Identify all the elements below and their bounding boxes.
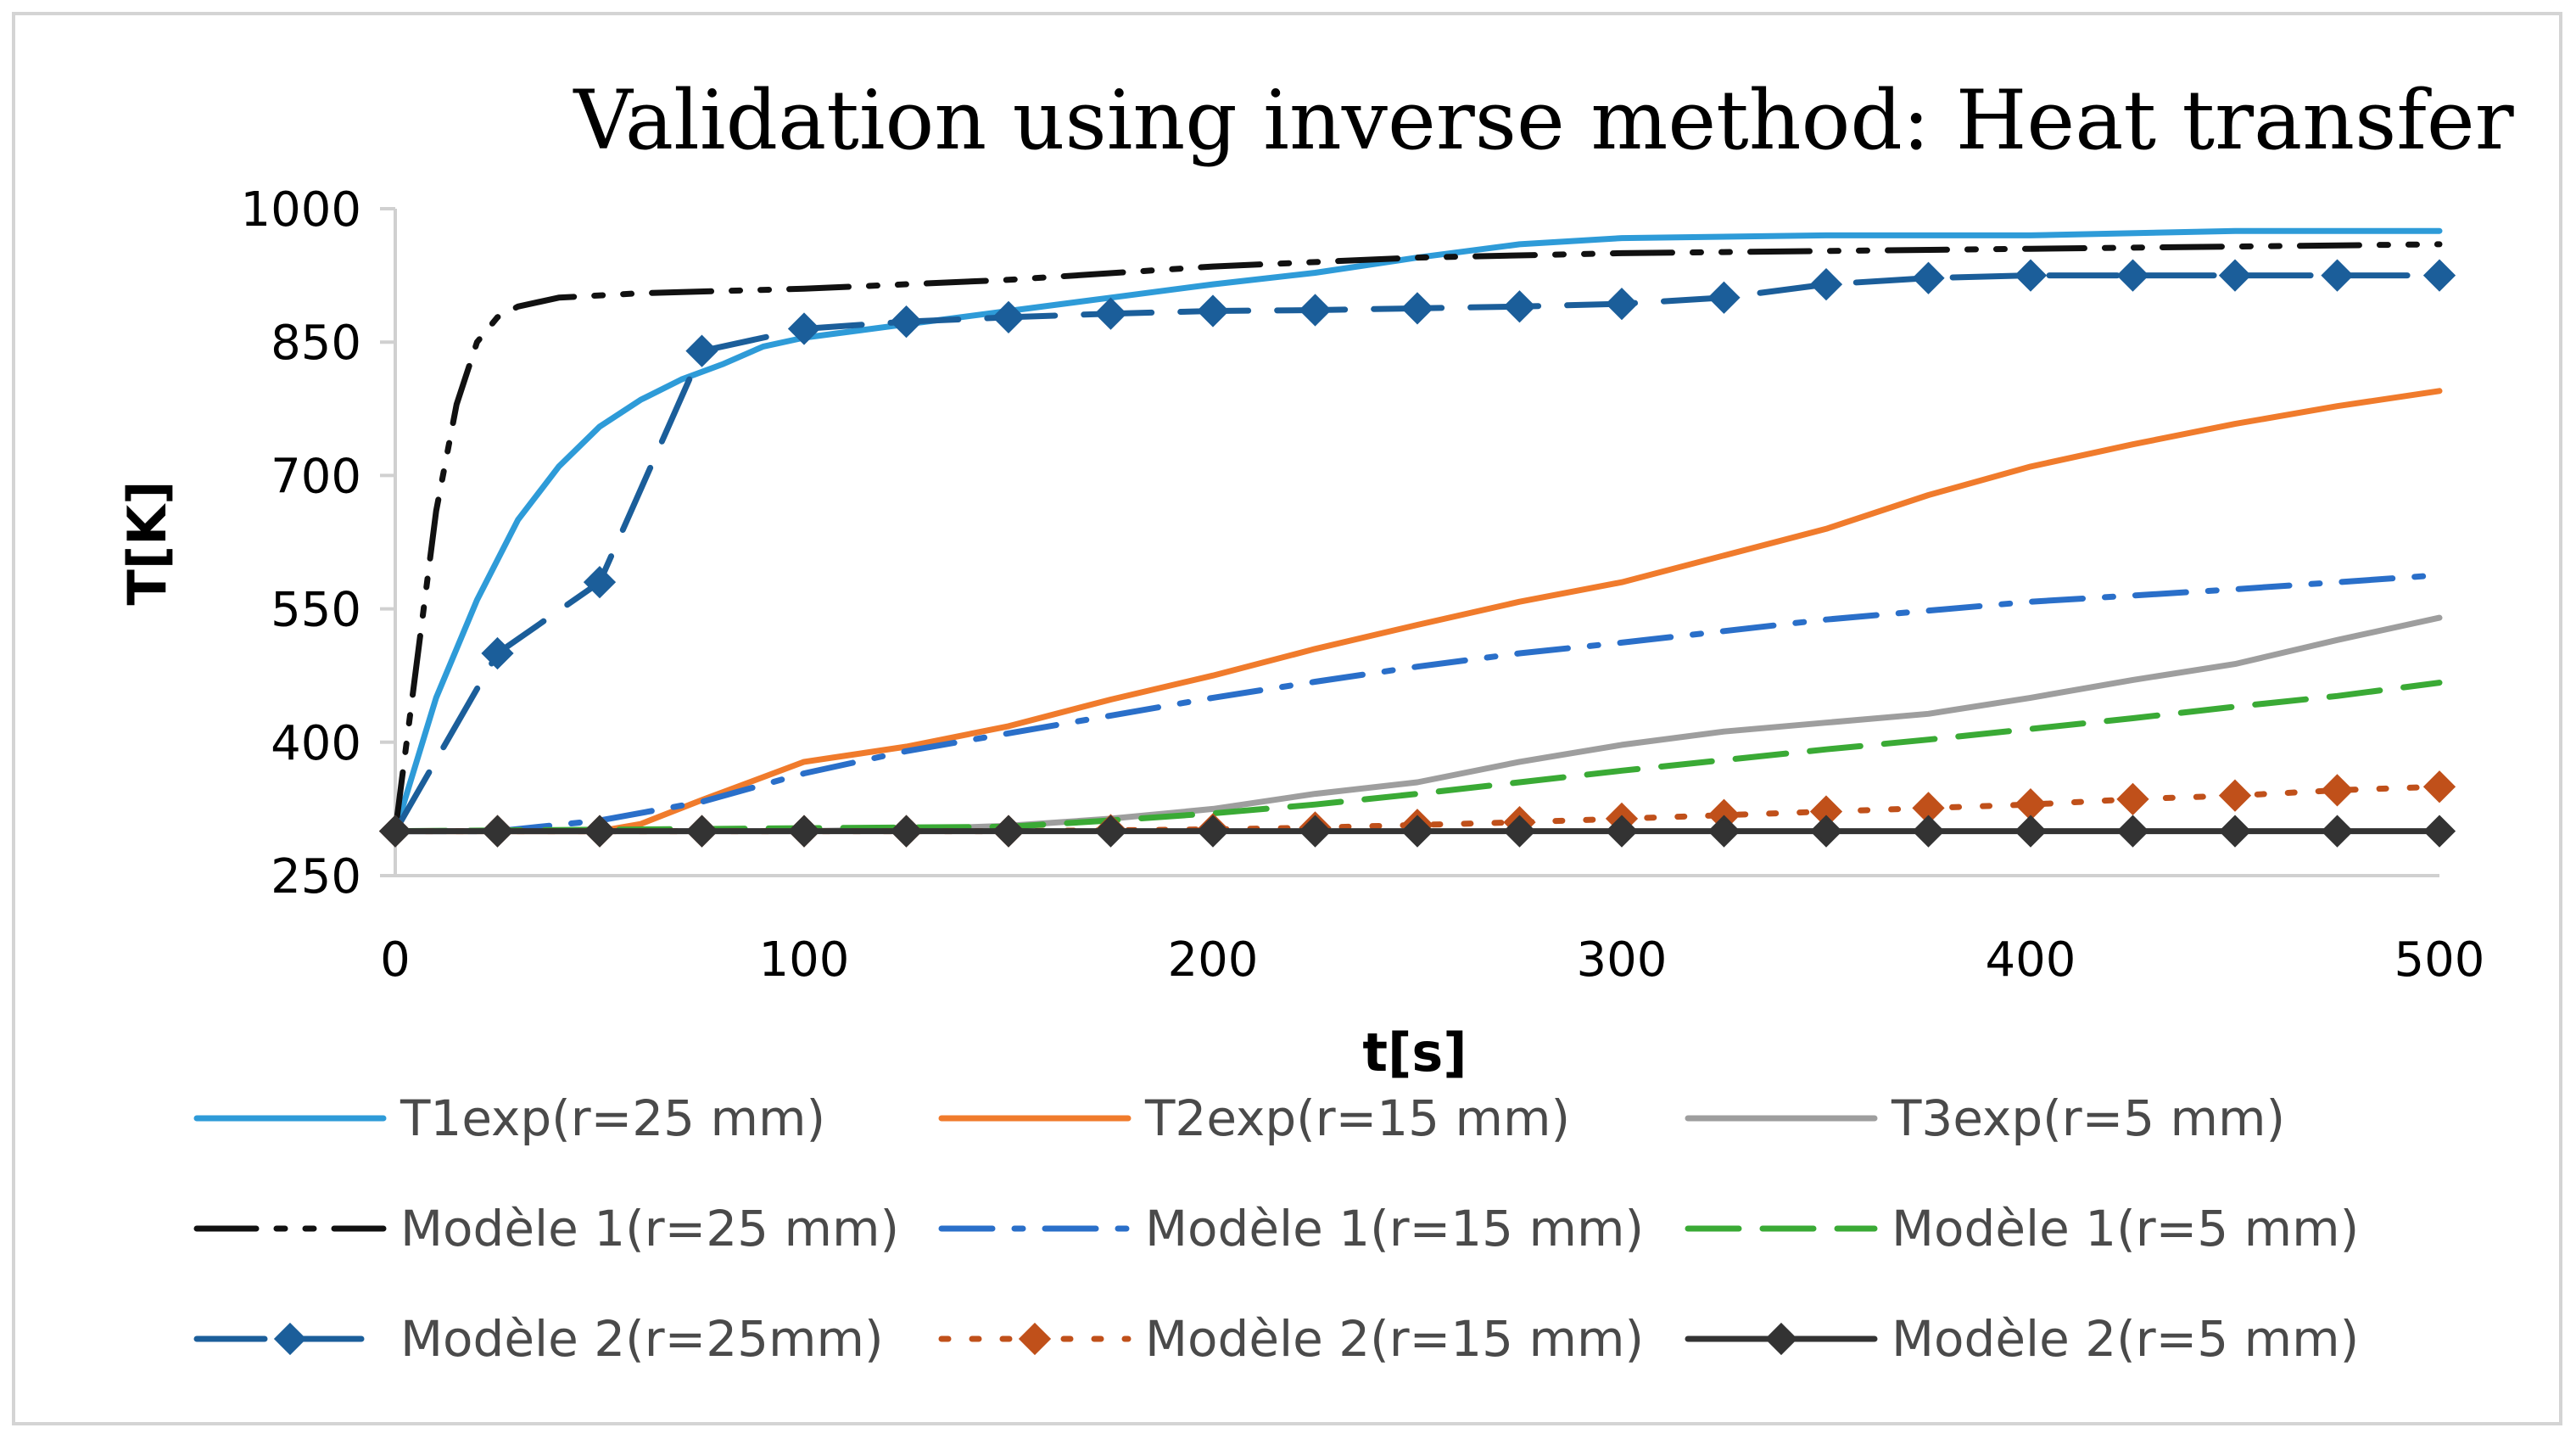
x-tick-label: 500	[2394, 932, 2485, 988]
series-4	[392, 241, 2443, 835]
data-point-marker	[1605, 815, 1639, 848]
data-point-marker	[1707, 815, 1741, 848]
x-axis-label: t[s]	[1362, 1022, 1467, 1083]
legend-label: Modèle 1(r=5 mm)	[1891, 1200, 2359, 1257]
legend-label: T2exp(r=15 mm)	[1144, 1089, 1570, 1147]
legend-item: Modèle 1(r=25 mm)	[193, 1200, 899, 1257]
x-tick-label: 300	[1577, 932, 1668, 988]
data-point-marker	[890, 815, 923, 848]
data-point-marker	[1503, 290, 1536, 323]
data-point-marker	[890, 305, 923, 339]
legend-label: Modèle 1(r=25 mm)	[400, 1200, 899, 1257]
data-point-marker	[2321, 259, 2354, 292]
data-point-marker	[2321, 815, 2354, 848]
data-point-marker	[273, 1322, 307, 1356]
x-tick-label: 200	[1168, 932, 1259, 988]
y-tick-label: 250	[271, 849, 361, 904]
data-point-marker	[1605, 288, 1639, 321]
series-9	[378, 815, 2456, 848]
series-6	[392, 680, 2443, 835]
data-point-marker	[2321, 774, 2354, 807]
series-line	[392, 680, 2443, 835]
data-point-marker	[1912, 815, 1945, 848]
x-tick-label: 400	[1986, 932, 2076, 988]
x-tick-label: 0	[380, 932, 411, 988]
data-point-marker	[2116, 782, 2149, 815]
x-tick-label: 100	[759, 932, 850, 988]
data-point-marker	[787, 815, 821, 848]
data-point-marker	[2218, 779, 2252, 812]
data-point-marker	[2422, 815, 2456, 848]
data-point-marker	[1196, 294, 1230, 328]
y-tick-label: 700	[271, 449, 361, 504]
legend-item: Modèle 2(r=5 mm)	[1685, 1310, 2359, 1368]
data-point-marker	[1912, 261, 1945, 294]
plot-area	[378, 227, 2456, 848]
data-point-marker	[2218, 259, 2252, 292]
data-point-marker	[2014, 259, 2048, 292]
y-tick-label: 850	[271, 316, 361, 371]
data-point-marker	[992, 815, 1025, 848]
legend-label: Modèle 2(r=15 mm)	[1145, 1310, 1644, 1368]
legend-item: T3exp(r=5 mm)	[1685, 1089, 2285, 1147]
chart-title: Validation using inverse method: Heat tr…	[573, 73, 2513, 168]
data-point-marker	[685, 334, 718, 367]
tick-labels: 250 400 550 700 850 1000 0 100 200 300 400 500	[240, 182, 2484, 988]
legend-label: T3exp(r=5 mm)	[1891, 1089, 2285, 1147]
y-axis-label: T[K]	[116, 480, 178, 605]
data-point-marker	[2116, 815, 2149, 848]
data-point-marker	[583, 566, 617, 599]
legend-label: Modèle 2(r=5 mm)	[1891, 1310, 2359, 1368]
data-point-marker	[481, 815, 514, 848]
legend-label: Modèle 1(r=15 mm)	[1145, 1200, 1644, 1257]
data-point-marker	[2116, 259, 2149, 292]
y-tick-label: 400	[271, 716, 361, 771]
data-point-marker	[2014, 788, 2048, 821]
data-point-marker	[2014, 815, 2048, 848]
data-point-marker	[685, 815, 718, 848]
data-point-marker	[2422, 770, 2456, 803]
legend-item: Modèle 2(r=25mm)	[193, 1310, 884, 1368]
data-point-marker	[1094, 815, 1127, 848]
data-point-marker	[992, 300, 1025, 333]
y-tick-label: 550	[271, 583, 361, 638]
legend-item: Modèle 1(r=5 mm)	[1685, 1200, 2359, 1257]
legend-item: T2exp(r=15 mm)	[938, 1089, 1570, 1147]
data-point-marker	[1809, 267, 1843, 301]
y-tick-label: 1000	[240, 182, 361, 238]
legend-item: T1exp(r=25 mm)	[193, 1089, 825, 1147]
data-point-marker	[1018, 1322, 1052, 1356]
legend: T1exp(r=25 mm) T2exp(r=15 mm) T3exp(r=5 mm…	[193, 1089, 2359, 1368]
series-line	[392, 241, 2443, 835]
data-point-marker	[1094, 297, 1127, 330]
data-point-marker	[583, 815, 617, 848]
axes	[394, 209, 2439, 877]
series-5	[392, 572, 2443, 835]
data-point-marker	[787, 312, 821, 345]
legend-label: Modèle 2(r=25mm)	[400, 1310, 884, 1368]
data-point-marker	[1764, 1322, 1798, 1356]
data-point-marker	[2422, 259, 2456, 292]
data-point-marker	[1503, 815, 1536, 848]
data-point-marker	[1299, 294, 1332, 327]
series-line	[392, 572, 2443, 835]
data-point-marker	[481, 636, 514, 670]
series-2	[392, 388, 2443, 835]
series-7	[378, 259, 2456, 848]
data-point-marker	[1196, 815, 1230, 848]
legend-item: Modèle 2(r=15 mm)	[938, 1310, 1644, 1368]
series-line	[392, 388, 2443, 835]
data-point-marker	[1400, 292, 1434, 325]
data-point-marker	[2218, 815, 2252, 848]
data-point-marker	[1400, 815, 1434, 848]
data-point-marker	[1809, 815, 1843, 848]
data-point-marker	[1299, 815, 1332, 848]
data-point-marker	[378, 815, 412, 848]
data-point-marker	[1707, 281, 1741, 314]
legend-item: Modèle 1(r=15 mm)	[938, 1200, 1644, 1257]
legend-label: T1exp(r=25 mm)	[400, 1089, 825, 1147]
